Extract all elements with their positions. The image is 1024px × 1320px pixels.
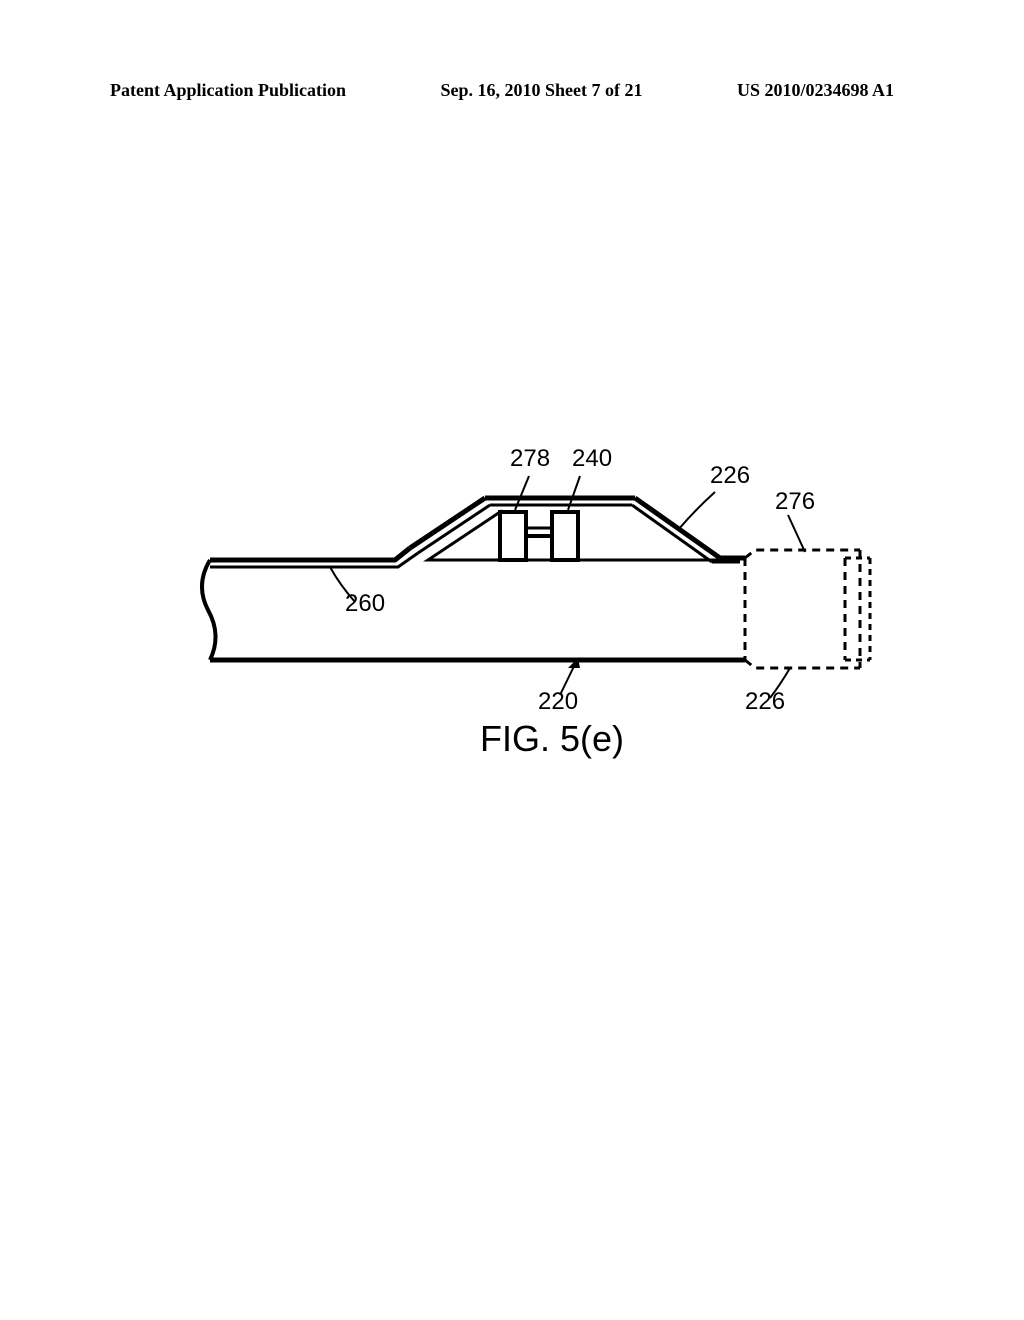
page-header: Patent Application Publication Sep. 16, … [0,80,1024,101]
figure-caption: FIG. 5(e) [480,718,624,760]
header-right: US 2010/0234698 A1 [737,80,894,101]
label-226-bottom: 226 [745,688,785,716]
label-226-top: 226 [710,462,750,490]
label-276: 276 [775,488,815,516]
header-center: Sep. 16, 2010 Sheet 7 of 21 [441,80,643,101]
figure-container: 278 240 226 276 260 220 226 FIG. 5(e) [180,440,880,780]
label-220: 220 [538,688,578,716]
header-left: Patent Application Publication [110,80,346,101]
label-260: 260 [345,590,385,618]
label-240: 240 [572,445,612,473]
label-278: 278 [510,445,550,473]
